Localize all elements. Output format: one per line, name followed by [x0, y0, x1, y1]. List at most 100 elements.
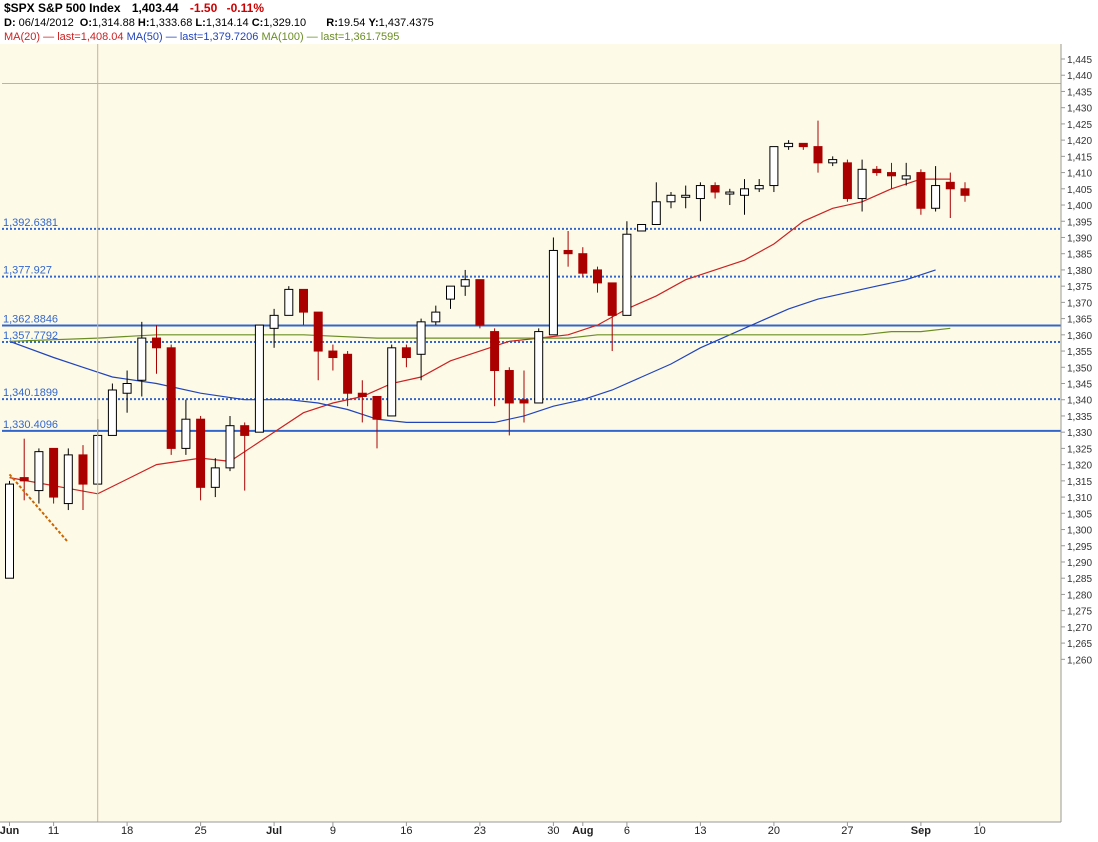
- moving-average-line: [9, 327, 951, 342]
- candle: [137, 321, 147, 397]
- y-tick-label: 1,370: [1067, 298, 1092, 309]
- candle: [181, 399, 191, 455]
- y-tick-label: 1,345: [1067, 380, 1092, 391]
- x-tick-label: 11: [48, 825, 59, 837]
- x-tick-label: 20: [768, 825, 780, 837]
- candle-body: [563, 249, 573, 255]
- candle: [343, 351, 353, 407]
- y-tick-label: 1,280: [1067, 590, 1092, 601]
- y-tick-label: 1,270: [1067, 623, 1092, 634]
- candle: [842, 159, 852, 202]
- candle: [872, 166, 882, 176]
- candle-body: [210, 467, 220, 488]
- candle: [446, 285, 455, 309]
- candle-body: [681, 194, 691, 198]
- candle: [490, 328, 500, 407]
- level-label: 1,330.4096: [3, 419, 58, 431]
- candle-body: [960, 188, 970, 196]
- x-tick-label: 9: [330, 825, 336, 837]
- candle: [152, 325, 161, 374]
- y-tick-label: 1,435: [1067, 87, 1092, 98]
- open-value: 1,314.88: [92, 17, 135, 29]
- candle: [622, 221, 632, 316]
- date-label: D:: [4, 17, 16, 29]
- candle: [798, 142, 808, 150]
- candle: [784, 140, 794, 150]
- candle: [548, 237, 558, 336]
- range-value: 19.54: [337, 17, 366, 29]
- candle: [107, 383, 117, 436]
- y-tick-label: 1,365: [1067, 315, 1092, 326]
- candle: [254, 324, 264, 433]
- candle: [225, 415, 235, 472]
- candle: [269, 308, 279, 348]
- candle-body: [754, 185, 764, 190]
- candle-body: [34, 451, 44, 492]
- x-tick-label: Aug: [572, 825, 593, 837]
- y-tick-label: 1,260: [1067, 655, 1092, 666]
- level-label: 1,377.927: [3, 265, 52, 277]
- y-label: Y:: [368, 17, 379, 29]
- ma50-label: MA(50): [126, 31, 163, 43]
- candle: [166, 344, 176, 455]
- x-tick-label: 27: [841, 825, 853, 837]
- candle-body: [578, 253, 588, 274]
- candle: [916, 169, 926, 215]
- candle-body: [798, 142, 808, 148]
- candle-body: [284, 288, 294, 316]
- candle-body: [387, 347, 397, 417]
- x-tick-label: 16: [400, 825, 412, 837]
- candle-body: [519, 399, 529, 404]
- symbol-line: $SPX S&P 500 Index 1,403.44 -1.50 -0.11%: [4, 1, 264, 15]
- candle-body: [842, 162, 852, 200]
- y-tick-label: 1,310: [1067, 493, 1092, 504]
- candle-body: [872, 168, 882, 174]
- candle: [534, 328, 544, 404]
- candle-body: [651, 201, 661, 225]
- y-tick-label: 1,380: [1067, 266, 1092, 277]
- chart-header: $SPX S&P 500 Index 1,403.44 -1.50 -0.11%…: [0, 0, 1098, 44]
- candle-body: [431, 311, 441, 323]
- candle: [857, 159, 867, 212]
- candle: [240, 422, 250, 491]
- ma100-last: last=1,361.7595: [320, 31, 400, 43]
- candle: [725, 188, 735, 206]
- ma20-label: MA(20): [4, 31, 41, 43]
- low-label: L:: [195, 17, 206, 29]
- candle-body: [740, 188, 749, 196]
- y-tick-label: 1,395: [1067, 217, 1092, 228]
- y-axis-panel: [1061, 44, 1098, 842]
- x-tick-label: 23: [474, 825, 486, 837]
- candle-body: [401, 347, 411, 359]
- y-tick-label: 1,320: [1067, 461, 1092, 472]
- candle: [666, 192, 676, 209]
- ma100-label: MA(100): [261, 31, 304, 43]
- candle-body: [416, 321, 426, 355]
- candle-body: [637, 223, 647, 232]
- x-tick-label: Jul: [266, 825, 282, 837]
- candle-body: [931, 185, 941, 209]
- y-tick-label: 1,415: [1067, 152, 1092, 163]
- candle: [519, 370, 529, 423]
- candle: [828, 156, 838, 167]
- candle-body: [534, 331, 544, 404]
- y-tick-label: 1,360: [1067, 331, 1092, 342]
- candle-body: [166, 347, 176, 449]
- y-tick-label: 1,400: [1067, 201, 1092, 212]
- candle: [695, 182, 705, 222]
- y-tick-label: 1,420: [1067, 136, 1092, 147]
- y-tick-label: 1,340: [1067, 396, 1092, 407]
- candle: [740, 179, 749, 215]
- candle: [607, 282, 617, 352]
- ohlc-line: D: 06/14/2012 O:1,314.88 H:1,333.68 L:1,…: [4, 17, 434, 29]
- candle-body: [622, 233, 632, 316]
- candle-body: [593, 269, 602, 284]
- candle-body: [122, 383, 132, 394]
- candle-body: [857, 168, 867, 200]
- x-tick-label: 25: [194, 825, 206, 837]
- y-tick-label: 1,300: [1067, 526, 1092, 537]
- trend-line: [8, 473, 70, 544]
- candle-body: [769, 146, 779, 187]
- y-tick-label: 1,305: [1067, 509, 1092, 520]
